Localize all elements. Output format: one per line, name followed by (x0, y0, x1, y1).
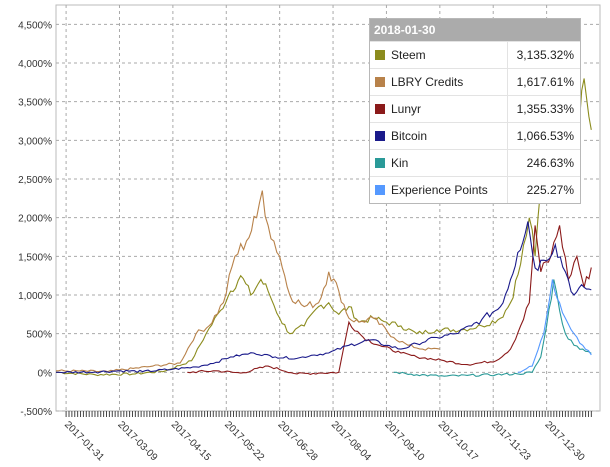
x-axis-ticks: 2017-01-31 2017-03-09 2017-04-15 2017-05-22… (62, 411, 592, 464)
series-swatch (375, 77, 385, 87)
y-tick-label: -,500% (20, 407, 52, 418)
x-tick-label: 2017-12-30 (542, 419, 586, 463)
x-tick-label: 2017-11-23 (489, 419, 533, 463)
tooltip-series-value: 225.27% (507, 177, 580, 203)
y-tick-label: 4,500% (18, 20, 52, 31)
tooltip-row: Bitcoin 1,066.53% (370, 122, 580, 149)
tooltip-row: Steem 3,135.32% (370, 41, 580, 68)
tooltip-row: Lunyr 1,355.33% (370, 95, 580, 122)
tooltip: 2018-01-30 Steem 3,135.32% LBRY Credits … (369, 18, 581, 204)
x-tick-label: 2017-04-15 (169, 419, 213, 463)
y-tick-label: 2,000% (18, 214, 52, 225)
y-axis-ticks: -,500% 0% 500% 1,000% 1,500% 2,000% 2,500% 3,00… (18, 20, 52, 418)
series-swatch (375, 185, 385, 195)
x-tick-label: 2017-03-09 (115, 419, 159, 463)
series-line-bitcoin (56, 221, 592, 374)
tooltip-series-value: 3,135.32% (507, 42, 580, 68)
series-swatch (375, 50, 385, 60)
series-swatch (375, 158, 385, 168)
tooltip-series-value: 1,355.33% (507, 96, 580, 122)
series-line-steem (55, 70, 592, 377)
y-tick-label: 3,500% (18, 98, 52, 109)
tooltip-series-name: LBRY Credits (391, 75, 464, 89)
x-tick-label: 2017-09-10 (382, 419, 426, 463)
tooltip-series-value: 246.63% (507, 150, 580, 176)
tooltip-row: LBRY Credits 1,617.61% (370, 68, 580, 95)
series-line-lunyr (187, 225, 592, 375)
y-tick-label: 2,500% (18, 175, 52, 186)
series-line-experience-points (517, 279, 592, 373)
series-swatch (375, 104, 385, 114)
y-tick-label: 3,000% (18, 136, 52, 147)
series-layer (55, 70, 592, 377)
tooltip-series-name: Experience Points (391, 183, 488, 197)
tooltip-series-name: Kin (391, 156, 409, 170)
tooltip-row: Experience Points 225.27% (370, 176, 580, 203)
x-tick-label: 2017-08-04 (329, 419, 373, 463)
y-tick-label: 500% (26, 330, 52, 341)
x-tick-label: 2017-06-28 (276, 419, 320, 463)
tooltip-date: 2018-01-30 (370, 19, 580, 41)
y-tick-label: 4,000% (18, 59, 52, 70)
tooltip-series-value: 1,617.61% (507, 69, 580, 95)
tooltip-row: Kin 246.63% (370, 149, 580, 176)
x-tick-label: 2017-01-31 (62, 419, 106, 463)
tooltip-series-name: Steem (391, 48, 426, 62)
y-tick-label: 1,500% (18, 252, 52, 263)
x-tick-label: 2017-10-17 (436, 419, 480, 463)
tooltip-series-value: 1,066.53% (507, 123, 580, 149)
tooltip-series-name: Lunyr (391, 102, 422, 116)
series-line-lbry-credits (55, 190, 440, 373)
tooltip-series-name: Bitcoin (391, 129, 428, 143)
y-tick-label: 0% (38, 368, 53, 379)
x-minor-ticks (65, 411, 592, 417)
y-tick-label: 1,000% (18, 291, 52, 302)
series-swatch (375, 131, 385, 141)
x-tick-label: 2017-05-22 (222, 419, 266, 463)
